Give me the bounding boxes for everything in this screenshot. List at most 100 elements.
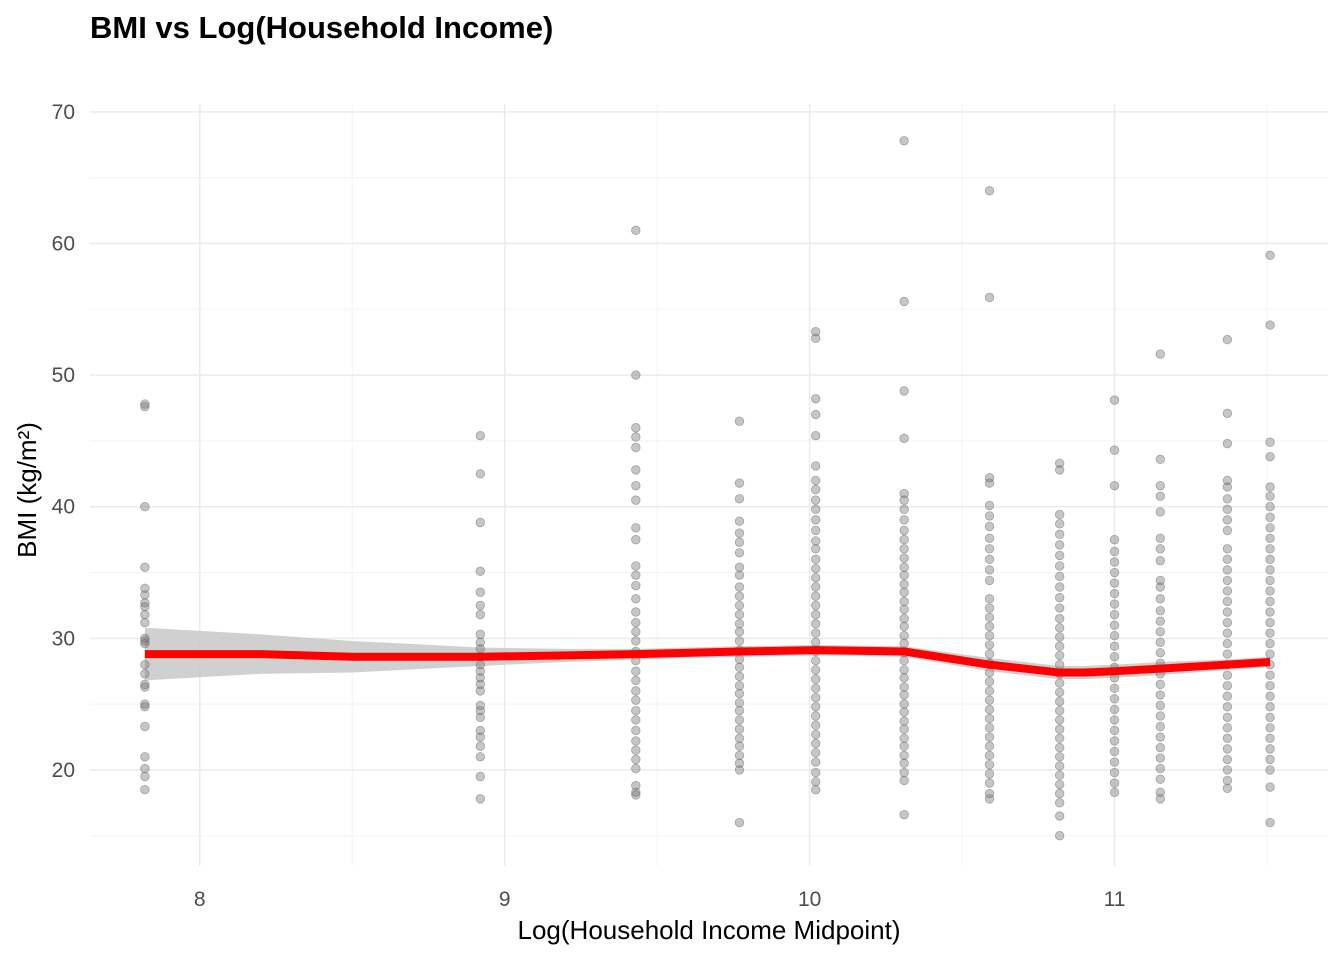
data-point — [1265, 320, 1275, 330]
data-point — [1155, 349, 1165, 359]
data-point — [1222, 775, 1233, 786]
data-point — [811, 582, 821, 592]
y-tick-label: 60 — [52, 233, 75, 256]
data-point — [1109, 715, 1120, 725]
data-point — [1222, 691, 1233, 701]
data-point — [631, 754, 641, 765]
data-point — [1109, 567, 1120, 578]
data-point — [1155, 648, 1165, 658]
data-point — [1222, 712, 1233, 722]
data-point — [1222, 334, 1233, 345]
data-point — [1265, 596, 1275, 607]
data-point — [1155, 582, 1165, 592]
data-point — [1265, 554, 1275, 565]
data-point — [1054, 715, 1065, 725]
data-point — [475, 712, 486, 722]
data-point — [1054, 761, 1065, 771]
data-point — [734, 706, 745, 716]
data-point — [1265, 628, 1275, 638]
data-point — [1054, 641, 1065, 651]
x-tick-label: 8 — [194, 888, 206, 911]
data-point — [1265, 744, 1275, 754]
data-point — [631, 480, 641, 491]
data-point — [1054, 678, 1065, 688]
data-point — [811, 748, 821, 758]
data-point — [475, 679, 486, 690]
data-point — [140, 659, 150, 670]
data-point — [1109, 395, 1120, 405]
data-point — [1265, 544, 1275, 554]
data-point — [475, 706, 486, 716]
data-point — [1265, 502, 1275, 512]
chart-title: BMI vs Log(Household Income) — [90, 10, 554, 45]
data-point — [140, 609, 150, 620]
data-point — [984, 565, 995, 575]
data-point — [1054, 788, 1065, 799]
data-point — [734, 817, 745, 828]
data-point — [734, 416, 745, 426]
data-point — [734, 680, 745, 691]
data-point — [811, 757, 821, 767]
data-point — [984, 603, 995, 613]
data-point — [1054, 770, 1065, 780]
data-point — [734, 758, 745, 769]
data-point — [140, 633, 150, 644]
data-point — [1109, 588, 1120, 599]
data-point — [1222, 596, 1233, 607]
data-point — [984, 667, 995, 678]
data-point — [631, 715, 641, 725]
data-point — [475, 430, 486, 441]
data-point — [631, 787, 641, 798]
data-point — [1155, 491, 1165, 501]
data-point — [1155, 787, 1165, 798]
data-point — [1265, 512, 1275, 522]
data-point — [631, 781, 641, 791]
data-point — [899, 596, 909, 607]
data-point — [1222, 723, 1233, 733]
data-point — [734, 537, 745, 547]
data-point — [140, 699, 150, 709]
data-point — [899, 604, 909, 615]
data-point — [1155, 794, 1165, 804]
data-point — [1222, 670, 1233, 680]
data-point — [899, 525, 909, 536]
data-point — [899, 655, 909, 666]
data-point — [475, 673, 486, 683]
data-point — [1054, 752, 1065, 762]
data-point — [1109, 620, 1120, 630]
data-point — [1222, 607, 1233, 617]
data-point — [899, 544, 909, 554]
data-point — [734, 478, 745, 488]
data-point — [899, 741, 909, 751]
data-point — [1109, 599, 1120, 609]
data-point — [140, 721, 150, 732]
data-point — [1222, 475, 1233, 486]
data-point — [631, 580, 641, 591]
data-point — [475, 629, 486, 640]
data-point — [811, 495, 821, 505]
data-point — [1054, 540, 1065, 550]
data-point — [1109, 736, 1120, 746]
data-point — [1155, 575, 1165, 586]
data-point — [1054, 742, 1065, 753]
data-point — [899, 767, 909, 778]
data-point — [475, 686, 486, 696]
data-point — [1109, 534, 1120, 545]
data-point — [1265, 565, 1275, 575]
data-point — [811, 777, 821, 787]
data-point — [734, 698, 745, 708]
data-point — [1222, 680, 1233, 691]
data-point — [631, 423, 641, 433]
data-point — [1155, 544, 1165, 554]
data-point — [1222, 565, 1233, 575]
data-point — [1054, 509, 1065, 520]
data-point — [1054, 724, 1065, 734]
data-point — [734, 528, 745, 538]
data-point — [140, 702, 150, 712]
data-point — [984, 554, 995, 565]
data-point — [475, 609, 486, 620]
data-point — [631, 666, 641, 676]
data-point — [475, 587, 486, 597]
data-point — [1155, 637, 1165, 647]
data-point — [811, 504, 821, 515]
